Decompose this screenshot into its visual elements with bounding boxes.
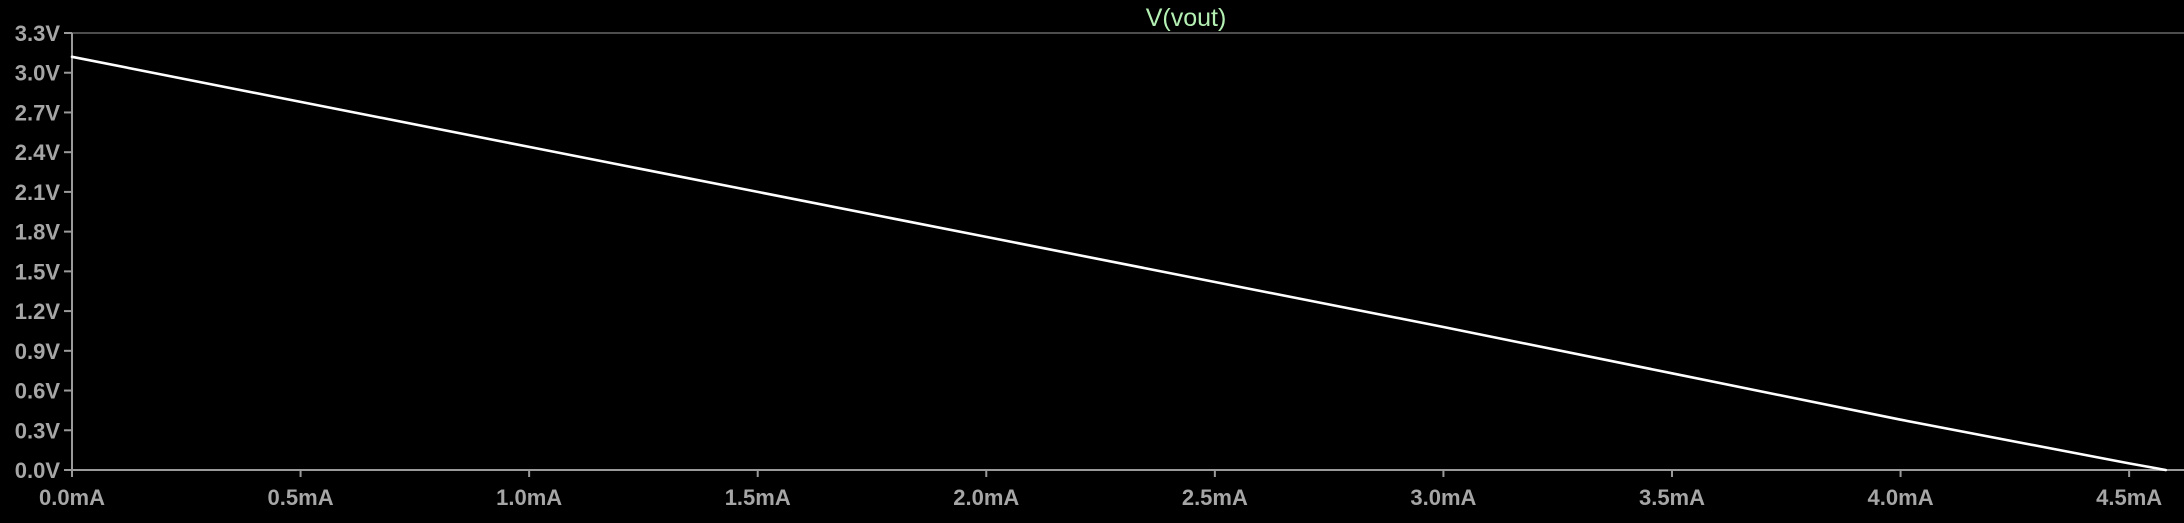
x-tick-label: 0.5mA	[268, 485, 334, 510]
x-tick-label: 4.5mA	[2096, 485, 2162, 510]
y-tick-label: 2.4V	[15, 140, 61, 165]
y-tick-label: 0.9V	[15, 339, 61, 364]
y-tick-label: 0.0V	[15, 458, 61, 483]
y-tick-label: 1.8V	[15, 220, 61, 245]
axes-frame	[71, 32, 2184, 471]
y-tick-label: 1.2V	[15, 299, 61, 324]
series-line-vout[interactable]	[70, 55, 2167, 472]
x-tick-label: 1.5mA	[725, 485, 791, 510]
y-tick-label: 3.0V	[15, 61, 61, 86]
x-tick-label: 4.0mA	[1868, 485, 1934, 510]
y-tick-label: 2.1V	[15, 180, 61, 205]
x-axis-ticks: 0.0mA 0.5mA 1.0mA 1.5mA 2.0mA 2.5mA 3.0mA 3.5mA…	[39, 470, 2162, 510]
x-tick-label: 3.0mA	[1410, 485, 1476, 510]
y-tick-label: 0.6V	[15, 379, 61, 404]
x-tick-label: 2.5mA	[1182, 485, 1248, 510]
chart-title[interactable]: V(vout)	[1146, 4, 1227, 32]
x-tick-label: 2.0mA	[953, 485, 1019, 510]
y-tick-label: 1.5V	[15, 259, 61, 284]
x-tick-label: 3.5mA	[1639, 485, 1705, 510]
y-tick-label: 0.3V	[15, 418, 61, 443]
x-tick-label: 1.0mA	[496, 485, 562, 510]
y-tick-label: 2.7V	[15, 100, 61, 125]
y-axis-ticks: 0.0V 0.3V 0.6V 0.9V 1.2V 1.5V 1.8V 2.1V 2.4V 2.7V…	[15, 21, 72, 483]
y-tick-label: 3.3V	[15, 21, 61, 46]
series-group[interactable]	[70, 55, 2167, 472]
x-tick-label: 0.0mA	[39, 485, 105, 510]
